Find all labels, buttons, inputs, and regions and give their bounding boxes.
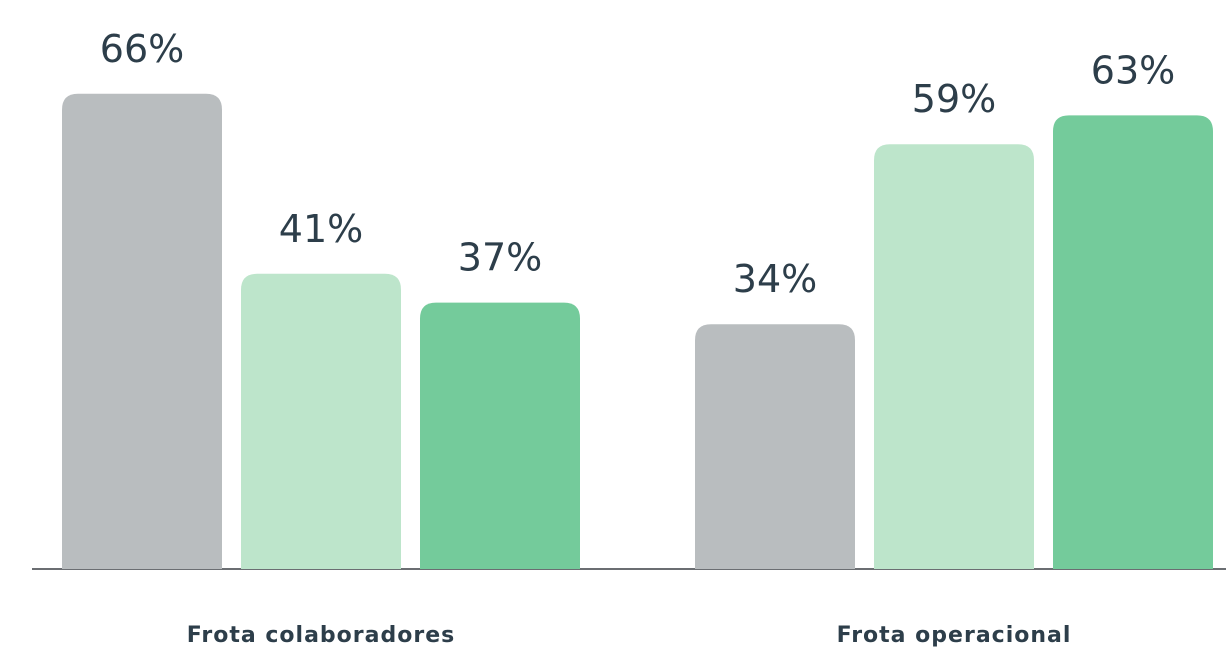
bar bbox=[874, 144, 1034, 569]
category-label: Frota operacional bbox=[837, 623, 1072, 648]
value-label: 63% bbox=[1091, 48, 1175, 92]
bar bbox=[695, 324, 855, 569]
value-label: 41% bbox=[279, 207, 363, 251]
category-label: Frota colaboradores bbox=[187, 623, 455, 648]
bar bbox=[241, 273, 401, 569]
value-label: 37% bbox=[458, 236, 542, 280]
bar bbox=[1053, 115, 1213, 570]
value-label: 59% bbox=[912, 77, 996, 121]
bar bbox=[62, 93, 222, 570]
bar bbox=[420, 302, 580, 569]
value-label: 34% bbox=[733, 257, 817, 301]
value-label: 66% bbox=[100, 27, 184, 71]
